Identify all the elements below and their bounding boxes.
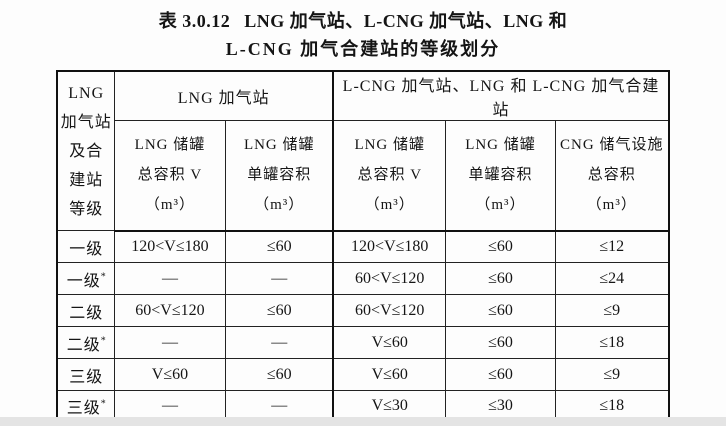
page-edge-artifact [0,417,726,426]
table-caption: 表 3.0.12 LNG 加气站、L-CNG 加气站、LNG 和 L-CNG 加气… [0,0,726,64]
table-number: 表 3.0.12 [158,11,231,31]
value-cell: ≤60 [444,358,556,391]
grade-footnote-mark: * [100,271,106,283]
value-cell: ≤24 [554,262,670,295]
value-cell: V≤60 [332,358,446,391]
table-title-part1: LNG 加气站、L-CNG 加气站、LNG 和 [244,11,568,31]
value-cell: ≤60 [444,230,556,263]
value-cell: ≤60 [444,262,556,295]
grade-label: 二级 [69,304,104,322]
table-row-grade3-star: 三级* — — V≤30 ≤30 ≤18 [56,390,670,423]
value-cell: 60<V≤120 [113,294,226,327]
table-row-grade2: 二级 60<V≤120 ≤60 60<V≤120 ≤60 ≤9 [56,294,670,327]
value-cell: ≤12 [554,230,670,263]
value-cell: ≤60 [444,326,556,359]
value-cell: V≤60 [332,326,446,359]
value-cell: — [113,262,226,295]
value-cell: ≤18 [554,326,670,359]
grade-cell: 二级* [56,326,115,359]
group-header-lng-station: LNG 加气站 [113,70,334,121]
col-header-lng-total-volume: LNG 储罐 总容积 V （m³） [113,120,226,232]
grade-label: 一级 [69,240,104,258]
col-header-cng-storage-total: CNG 储气设施 总容积 （m³） [554,120,670,232]
value-cell: ≤60 [224,358,334,391]
value-cell: ≤60 [224,230,334,263]
table-caption-line1: 表 3.0.12 LNG 加气站、L-CNG 加气站、LNG 和 [0,8,726,34]
col-header-lcng-lng-total-volume: LNG 储罐 总容积 V （m³） [332,120,446,232]
value-cell: ≤9 [554,294,670,327]
grade-label: 二级 [66,336,101,354]
grade-footnote-mark: * [100,398,106,410]
grade-cell: 三级 [56,358,115,391]
grade-classification-table: LNG 加气站 及合 建站 等级 LNG 加气站 L-CNG 加气站、LNG 和… [56,70,670,424]
grade-cell: 二级 [56,294,115,327]
value-cell: ≤9 [554,358,670,391]
grade-label: 一级 [66,272,101,290]
col-header-lng-single-tank: LNG 储罐 单罐容积 （m³） [224,120,334,232]
group-header-row: LNG 加气站 及合 建站 等级 LNG 加气站 L-CNG 加气站、LNG 和… [56,70,670,231]
value-cell: ≤60 [444,294,556,327]
value-cell: — [224,326,334,359]
table-row-grade1: 一级 120<V≤180 ≤60 120<V≤180 ≤60 ≤12 [56,230,670,263]
value-cell: ≤60 [224,294,334,327]
col-header-lcng-lng-single-tank: LNG 储罐 单罐容积 （m³） [444,120,556,232]
table-row-grade3: 三级 V≤60 ≤60 V≤60 ≤60 ≤9 [56,358,670,391]
value-cell: 60<V≤120 [332,262,446,295]
grade-label: 三级 [69,368,104,386]
grade-cell: 一级* [56,262,115,295]
group-header-lcng-combined-station: L-CNG 加气站、LNG 和 L-CNG 加气合建站 [332,70,670,121]
grade-cell: 一级 [56,230,115,263]
value-cell: — [113,326,226,359]
table-row-grade1-star: 一级* — — 60<V≤120 ≤60 ≤24 [56,262,670,295]
grade-label: 三级 [66,400,101,418]
value-cell: 120<V≤180 [113,230,226,263]
value-cell: 120<V≤180 [332,230,446,263]
value-cell: — [224,262,334,295]
grade-footnote-mark: * [100,335,106,347]
value-cell: 60<V≤120 [332,294,446,327]
sub-header-row: LNG 储罐 总容积 V （m³） LNG 储罐 单罐容积 （m³） LNG 储… [57,120,670,232]
corner-header-station-grade: LNG 加气站 及合 建站 等级 [56,70,115,231]
value-cell: V≤60 [113,358,226,391]
table-caption-line2: L-CNG 加气合建站的等级划分 [225,39,501,59]
table-row-grade2-star: 二级* — — V≤60 ≤60 ≤18 [56,326,670,359]
